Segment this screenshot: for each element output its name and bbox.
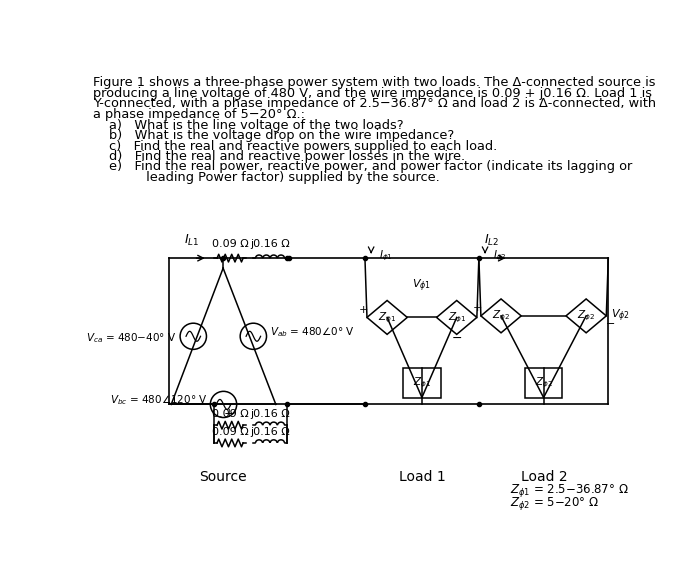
Text: Source: Source <box>199 470 247 484</box>
Text: −: − <box>452 332 462 345</box>
Text: a phase impedance of 5−20° Ω.:: a phase impedance of 5−20° Ω.: <box>93 108 305 120</box>
Text: $Z_{\phi1}$: $Z_{\phi1}$ <box>413 376 431 390</box>
Text: −: − <box>606 318 615 328</box>
Text: j0.16 Ω: j0.16 Ω <box>250 239 290 249</box>
Text: 0.09 Ω: 0.09 Ω <box>211 427 248 437</box>
Text: j0.16 Ω: j0.16 Ω <box>250 427 290 437</box>
Text: $I_{L1}$: $I_{L1}$ <box>183 233 199 248</box>
Text: $I_{L2}$: $I_{L2}$ <box>484 233 500 248</box>
Text: $I_{\phi2}$: $I_{\phi2}$ <box>493 249 507 263</box>
Text: $Z_{\phi1}$: $Z_{\phi1}$ <box>448 310 466 325</box>
Text: $V_{bc}$ = 480∠120° V: $V_{bc}$ = 480∠120° V <box>109 394 207 408</box>
Text: $Z_{\phi1}$ = 2.5−36.87° Ω: $Z_{\phi1}$ = 2.5−36.87° Ω <box>510 482 629 499</box>
Text: $V_{\phi2}$: $V_{\phi2}$ <box>611 307 630 324</box>
Text: $V_{ab}$ = 480∠0° V: $V_{ab}$ = 480∠0° V <box>270 325 355 339</box>
Text: producing a line voltage of 480 V, and the wire impedance is 0.09 + j0.16 Ω. Loa: producing a line voltage of 480 V, and t… <box>93 87 652 100</box>
Text: $Z_{\phi2}$: $Z_{\phi2}$ <box>577 309 595 323</box>
Text: $Z_{\phi2}$ = 5−20° Ω: $Z_{\phi2}$ = 5−20° Ω <box>510 494 599 511</box>
Text: Load 1: Load 1 <box>399 470 446 484</box>
Text: d)   Find the real and reactive power losses in the wire.: d) Find the real and reactive power loss… <box>109 150 466 163</box>
Text: +: + <box>473 303 482 313</box>
Text: j0.16 Ω: j0.16 Ω <box>250 409 290 419</box>
Text: Y-connected, with a phase impedance of 2.5−36.87° Ω and load 2 is Δ-connected, w: Y-connected, with a phase impedance of 2… <box>93 97 656 110</box>
Text: leading Power factor) supplied by the source.: leading Power factor) supplied by the so… <box>109 171 440 184</box>
Text: 0.09 Ω: 0.09 Ω <box>211 409 248 419</box>
Text: Figure 1 shows a three-phase power system with two loads. The Δ-connected source: Figure 1 shows a three-phase power syste… <box>93 76 655 89</box>
Bar <box>525 368 562 398</box>
Text: e)   Find the real power, reactive power, and power factor (indicate its lagging: e) Find the real power, reactive power, … <box>109 160 633 173</box>
Text: $V_{\phi1}$: $V_{\phi1}$ <box>412 278 431 294</box>
Text: b)   What is the voltage drop on the wire impedance?: b) What is the voltage drop on the wire … <box>109 129 454 142</box>
Text: Load 2: Load 2 <box>522 470 568 484</box>
Text: +: + <box>359 305 369 315</box>
Text: +: + <box>223 407 235 420</box>
Text: c)   Find the real and reactive powers supplied to each load.: c) Find the real and reactive powers sup… <box>109 140 498 152</box>
Text: a)   What is the line voltage of the two loads?: a) What is the line voltage of the two l… <box>109 119 404 132</box>
Text: $I_{\phi1}$: $I_{\phi1}$ <box>379 249 393 263</box>
Bar <box>403 368 440 398</box>
Text: $Z_{\phi2}$: $Z_{\phi2}$ <box>535 376 552 390</box>
Text: 0.09 Ω: 0.09 Ω <box>211 239 248 249</box>
Text: $V_{ca}$ = 480−40° V: $V_{ca}$ = 480−40° V <box>86 331 176 345</box>
Text: $Z_{\phi1}$: $Z_{\phi1}$ <box>378 310 396 325</box>
Text: $Z_{\phi2}$: $Z_{\phi2}$ <box>492 309 510 323</box>
